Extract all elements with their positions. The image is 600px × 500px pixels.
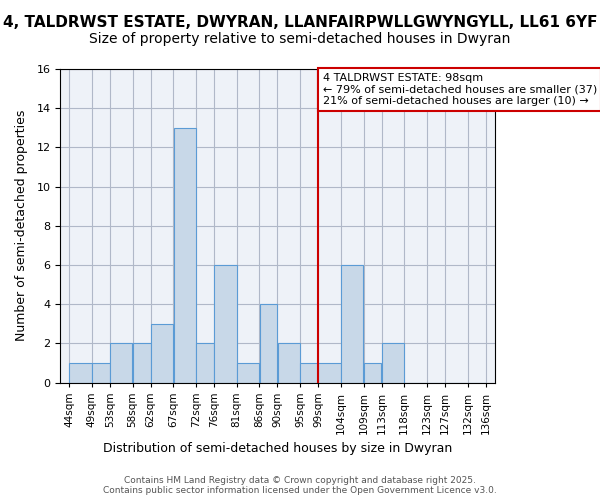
Bar bbox=[196, 344, 214, 382]
Bar bbox=[382, 344, 404, 382]
Bar bbox=[278, 344, 300, 382]
Bar bbox=[70, 363, 92, 382]
Text: 4, TALDRWST ESTATE, DWYRAN, LLANFAIRPWLLGWYNGYLL, LL61 6YF: 4, TALDRWST ESTATE, DWYRAN, LLANFAIRPWLL… bbox=[3, 15, 597, 30]
X-axis label: Distribution of semi-detached houses by size in Dwyran: Distribution of semi-detached houses by … bbox=[103, 442, 452, 455]
Y-axis label: Number of semi-detached properties: Number of semi-detached properties bbox=[15, 110, 28, 342]
Bar bbox=[364, 363, 382, 382]
Bar bbox=[260, 304, 277, 382]
Bar bbox=[133, 344, 151, 382]
Bar bbox=[214, 265, 236, 382]
Text: 4 TALDRWST ESTATE: 98sqm
← 79% of semi-detached houses are smaller (37)
21% of s: 4 TALDRWST ESTATE: 98sqm ← 79% of semi-d… bbox=[323, 73, 597, 106]
Bar bbox=[92, 363, 110, 382]
Bar bbox=[319, 363, 341, 382]
Bar bbox=[301, 363, 318, 382]
Bar bbox=[341, 265, 363, 382]
Bar bbox=[110, 344, 133, 382]
Text: Size of property relative to semi-detached houses in Dwyran: Size of property relative to semi-detach… bbox=[89, 32, 511, 46]
Bar bbox=[173, 128, 196, 382]
Text: Contains HM Land Registry data © Crown copyright and database right 2025.
Contai: Contains HM Land Registry data © Crown c… bbox=[103, 476, 497, 495]
Bar bbox=[151, 324, 173, 382]
Bar bbox=[237, 363, 259, 382]
